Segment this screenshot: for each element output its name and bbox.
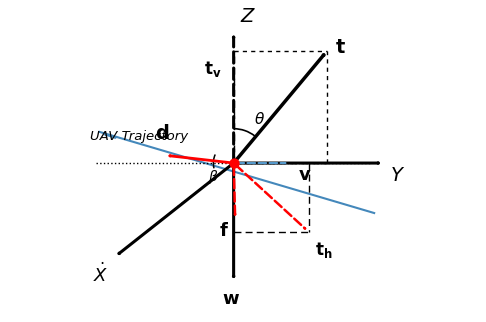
Text: $\mathbf{f}$: $\mathbf{f}$: [219, 223, 229, 241]
Text: $\mathbf{t_h}$: $\mathbf{t_h}$: [315, 240, 332, 260]
Text: $\mathbf{w}$: $\mathbf{w}$: [222, 289, 240, 308]
Text: $\dot{X}$: $\dot{X}$: [93, 263, 109, 286]
Text: $\mathbf{t_v}$: $\mathbf{t_v}$: [204, 59, 221, 79]
Point: [230, 160, 238, 166]
Text: $\theta$: $\theta$: [254, 111, 265, 127]
Text: $\beta$: $\beta$: [208, 168, 219, 186]
Text: $Z$: $Z$: [240, 7, 256, 26]
Text: UAV Trajectory: UAV Trajectory: [90, 130, 188, 143]
Text: $Y$: $Y$: [390, 166, 405, 185]
Text: $\mathbf{t}$: $\mathbf{t}$: [335, 38, 346, 57]
Text: $\mathbf{d}$: $\mathbf{d}$: [155, 124, 169, 143]
Text: $\mathbf{v}$: $\mathbf{v}$: [297, 166, 311, 184]
